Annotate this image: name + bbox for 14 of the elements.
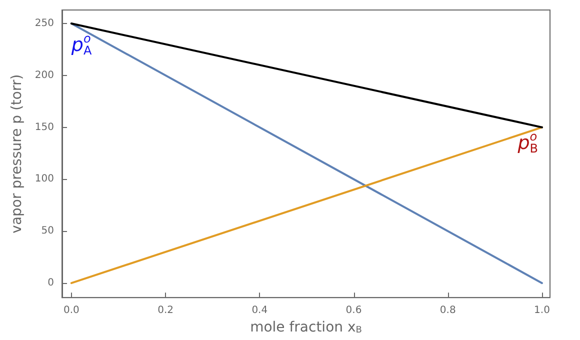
x-tick-label: 0.0	[63, 305, 80, 316]
y-tick-label: 200	[34, 70, 54, 81]
x-tick-label: 1.0	[534, 305, 550, 316]
y-tick-label: 0	[48, 278, 54, 289]
x-tick-label: 0.8	[440, 305, 456, 316]
x-tick-label: 0.2	[158, 305, 174, 316]
x-tick-label: 0.6	[346, 305, 362, 316]
x-tick-label: 0.4	[252, 305, 268, 316]
y-axis-title: vapor pressure p (torr)	[9, 74, 25, 234]
x-axis-title: mole fraction xB	[250, 320, 362, 336]
y-tick-label: 100	[34, 174, 54, 185]
y-tick-label: 150	[34, 122, 54, 133]
y-tick-label: 50	[41, 226, 54, 237]
y-tick-label: 250	[34, 18, 54, 29]
